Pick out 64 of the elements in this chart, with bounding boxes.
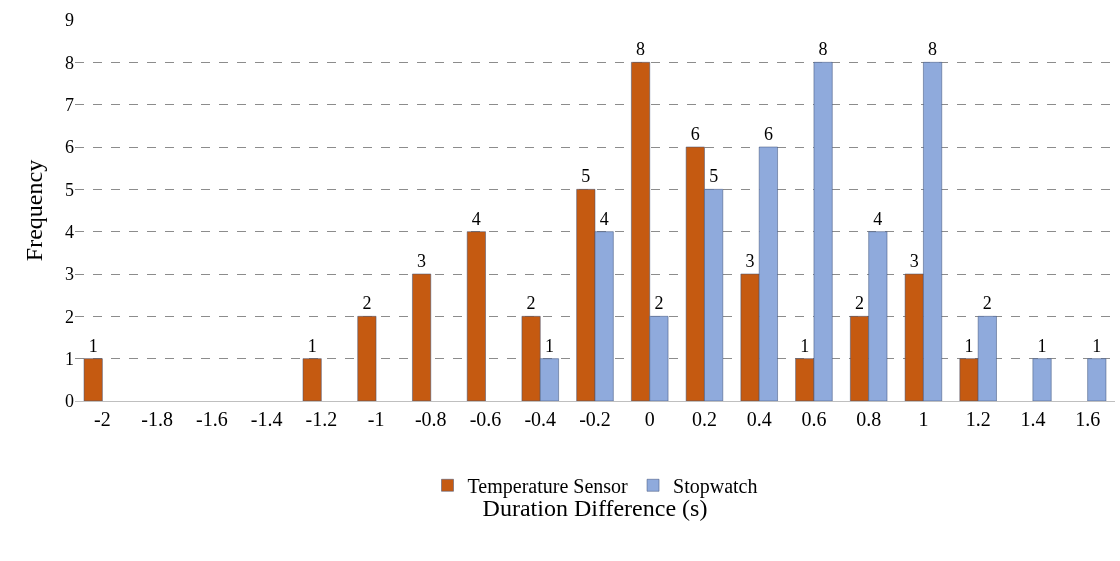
data-label: 5	[709, 166, 719, 187]
y-tick-label: 2	[65, 306, 74, 327]
y-tick-label: 1	[65, 348, 74, 369]
x-tick-label: 0.4	[746, 408, 772, 430]
data-label: 3	[417, 251, 427, 271]
data-label: 4	[471, 208, 481, 229]
x-tick-label: -1.4	[250, 408, 283, 430]
bar	[83, 358, 103, 401]
data-label: 1	[1092, 335, 1102, 356]
x-tick-label: 1.2	[965, 408, 991, 430]
x-tick-label: 0.2	[691, 408, 717, 430]
data-label: 3	[745, 251, 755, 271]
x-tick-label: 1.6	[1075, 408, 1101, 430]
data-label: 1	[544, 335, 554, 356]
bar	[466, 231, 487, 401]
x-tick-label: 0	[644, 408, 655, 430]
data-label: 2	[526, 293, 536, 314]
bar	[411, 273, 432, 401]
legend-label: Stopwatch	[673, 475, 758, 499]
x-tick-label: -0.8	[414, 408, 447, 430]
data-label: 2	[982, 293, 992, 314]
data-label: 2	[362, 293, 372, 314]
bar	[1032, 358, 1052, 401]
data-label: 1	[88, 335, 98, 356]
data-label: 2	[654, 293, 664, 314]
y-axis-title: Frequency	[21, 159, 48, 262]
x-tick-label: 1	[918, 408, 929, 430]
legend-label: Temperature Sensor	[467, 475, 629, 499]
x-tick-label: 0.6	[801, 408, 827, 430]
data-label: 6	[690, 124, 700, 144]
data-label: 1	[800, 335, 810, 356]
data-label: 8	[928, 39, 938, 60]
x-tick-label: 0.8	[856, 408, 882, 430]
data-label: 4	[599, 208, 609, 229]
y-tick-label: 8	[65, 52, 74, 73]
x-tick-label: -0.6	[469, 408, 502, 430]
x-tick-label: -1.8	[141, 408, 173, 430]
bar	[1087, 358, 1107, 401]
x-tick-label: -0.2	[579, 408, 611, 430]
y-tick-label: 5	[65, 179, 74, 200]
bar	[302, 358, 322, 401]
x-tick-label: -1.6	[196, 408, 228, 430]
y-tick-label: 3	[65, 264, 74, 285]
data-label: 4	[873, 208, 883, 229]
data-label: 8	[818, 39, 828, 60]
data-label: 8	[636, 39, 646, 60]
y-tick-label: 0	[65, 391, 74, 412]
y-tick-label: 6	[65, 137, 74, 158]
y-tick-label: 9	[65, 10, 74, 31]
data-label: 3	[909, 251, 919, 271]
data-label: 1	[307, 335, 317, 356]
data-label: 5	[581, 166, 591, 187]
data-label: 2	[855, 293, 865, 314]
x-tick-label: -2	[94, 408, 111, 430]
bar	[357, 315, 377, 401]
x-tick-label: -1.2	[305, 408, 338, 430]
data-label: 1	[964, 335, 974, 356]
x-tick-label: -1	[367, 408, 385, 430]
y-tick-label: 4	[65, 221, 74, 242]
x-tick-label: -0.4	[524, 408, 557, 430]
x-tick-label: 1.4	[1020, 408, 1046, 430]
data-label: 1	[1037, 335, 1047, 356]
data-label: 6	[763, 124, 773, 144]
y-tick-label: 7	[65, 94, 74, 115]
